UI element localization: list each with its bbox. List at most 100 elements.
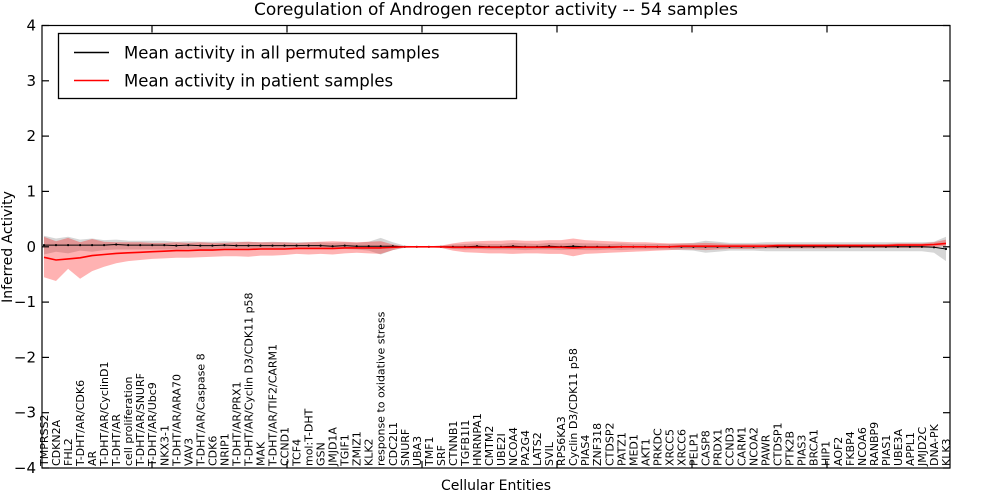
x-tick-label: CCND1 <box>279 427 292 466</box>
x-tick-label: DNA-PK <box>928 423 941 466</box>
x-tick-label: PAWR <box>760 434 773 466</box>
permuted-mean-marker <box>42 244 46 247</box>
x-tick-label: RPS6KA3 <box>555 416 568 466</box>
y-axis-label: Inferred Activity <box>0 191 16 303</box>
permuted-mean-marker <box>79 244 82 247</box>
x-tick-label: T-DHT/AR/Caspase 8 <box>194 353 207 467</box>
x-tick-label: T-DHT/AR/PRX1 <box>230 381 243 467</box>
x-tick-label: T-DHT/AR/CyclinD1 <box>98 361 111 467</box>
permuted-mean-marker <box>271 244 274 247</box>
y-tick-label: −4 <box>14 459 36 477</box>
y-tick-label: −1 <box>14 293 36 311</box>
legend-label-patient: Mean activity in patient samples <box>124 72 393 91</box>
x-tick-label: JMJD2C <box>916 427 929 467</box>
x-tick-label: T-DHT/AR <box>110 414 123 467</box>
permuted-mean-marker <box>920 245 924 248</box>
x-tick-label: PRDX1 <box>711 429 724 466</box>
permuted-mean-marker <box>367 245 370 248</box>
permuted-mean-marker <box>283 244 286 247</box>
permuted-mean-marker <box>54 244 58 247</box>
permuted-mean-marker <box>932 246 936 249</box>
x-tick-label: PRKDC <box>651 428 664 466</box>
permuted-mean-marker <box>67 244 70 247</box>
x-tick-label: response to oxidative stress <box>375 311 388 466</box>
x-tick-label: CDC2L1 <box>387 422 400 466</box>
chart-title: Coregulation of Androgen receptor activi… <box>254 0 738 20</box>
x-tick-label: APPL1 <box>904 432 917 466</box>
permuted-mean-marker <box>115 243 118 246</box>
x-tick-label: HIP1 <box>820 441 833 466</box>
x-tick-label: FKBP4 <box>844 431 857 466</box>
x-tick-label: NCOA2 <box>748 427 761 466</box>
permuted-mean-marker <box>307 244 310 247</box>
x-tick-label: cell proliferation <box>122 376 135 466</box>
y-tick-label: 0 <box>26 238 36 256</box>
x-tick-label: NCOA6 <box>856 427 869 466</box>
y-tick-label: −2 <box>14 348 36 366</box>
x-tick-label: AKT1 <box>639 438 652 466</box>
x-tick-label: PA2G4 <box>519 430 532 466</box>
permuted-mean-marker <box>247 244 250 247</box>
legend: Mean activity in all permuted samples Me… <box>57 32 518 100</box>
x-tick-label: KLK2 <box>363 438 376 466</box>
permuted-mean-marker <box>103 244 106 247</box>
x-tick-label: NRIP1 <box>218 433 231 466</box>
permuted-mean-marker <box>187 244 190 247</box>
permuted-mean-marker <box>235 244 238 247</box>
y-tick-label: 4 <box>26 17 36 35</box>
x-tick-label: SVIL <box>543 441 556 466</box>
x-tick-label: UBA3 <box>411 436 424 466</box>
x-axis-label: Cellular Entities <box>441 478 551 494</box>
x-tick-label: UBE3A <box>892 428 905 466</box>
x-tick-label: RANBP9 <box>868 422 881 466</box>
x-tick-label: T-DHT/AR/SNURF <box>134 373 147 467</box>
permuted-mean-marker <box>896 245 900 248</box>
x-tick-label: Cyclin D3/CDK11 p58 <box>567 348 580 466</box>
x-tick-label: PIAS4 <box>579 435 592 466</box>
permuted-std-band <box>44 235 946 262</box>
permuted-mean-marker <box>944 247 948 251</box>
x-tick-label: CASP8 <box>699 430 712 466</box>
x-tick-label: T-DHT/AR/TIF2/CARM1 <box>267 344 280 467</box>
x-tick-label: SRF <box>435 445 448 466</box>
y-tick-label: 3 <box>26 72 36 90</box>
x-tick-label: CMTM2 <box>483 426 496 466</box>
x-tick-label: HNRNPA1 <box>471 413 484 466</box>
x-tick-label: UBE2I <box>495 433 508 466</box>
x-tick-label: NCOA4 <box>507 427 520 466</box>
permuted-mean-marker <box>223 244 226 247</box>
patient-mean-line <box>43 242 947 261</box>
permuted-mean-marker <box>175 244 178 247</box>
permuted-mean-marker <box>331 245 334 248</box>
x-tick-label: LATS2 <box>531 432 544 466</box>
y-tick-label: 1 <box>26 182 36 200</box>
legend-label-permuted: Mean activity in all permuted samples <box>124 44 440 63</box>
y-tick-label: 2 <box>26 127 36 145</box>
permuted-mean-marker <box>355 245 358 248</box>
x-tick-label: BRCA1 <box>808 429 821 466</box>
x-tick-label: CTNNB1 <box>447 421 460 466</box>
axis-layer: 4 3 2 1 0 −1 −2 −3 −4 <box>14 17 950 477</box>
permuted-mean-marker <box>295 244 298 247</box>
permuted-mean-marker <box>199 244 202 247</box>
x-tick-label: CCND3 <box>724 427 737 466</box>
x-tick-label: TMF1 <box>423 436 436 467</box>
permuted-mean-marker <box>91 244 94 247</box>
legend-box <box>57 32 518 100</box>
x-tick-label: T-DHT/AR/CDK6 <box>74 380 87 467</box>
x-tick-label: CTDSP1 <box>772 423 785 466</box>
permuted-mean-marker <box>343 244 346 247</box>
permuted-mean-marker <box>572 245 575 248</box>
x-tick-label: MAK <box>254 441 267 466</box>
permuted-mean-marker <box>151 244 154 247</box>
plot-layer: TMPRSS2 CDKN2A FHL2 T-DHT/AR/CDK6 AR T-DHT/AR… <box>38 235 953 467</box>
x-tick-label: XRCC6 <box>675 429 688 466</box>
x-tick-label: AR <box>86 450 99 466</box>
x-tick-label: MED1 <box>627 434 640 466</box>
x-tick-label: PIAS1 <box>880 435 893 466</box>
x-tick-label: PTK2B <box>784 431 797 466</box>
x-tick-label: PELP1 <box>687 433 700 466</box>
x-tick-label: AOF2 <box>832 437 845 466</box>
